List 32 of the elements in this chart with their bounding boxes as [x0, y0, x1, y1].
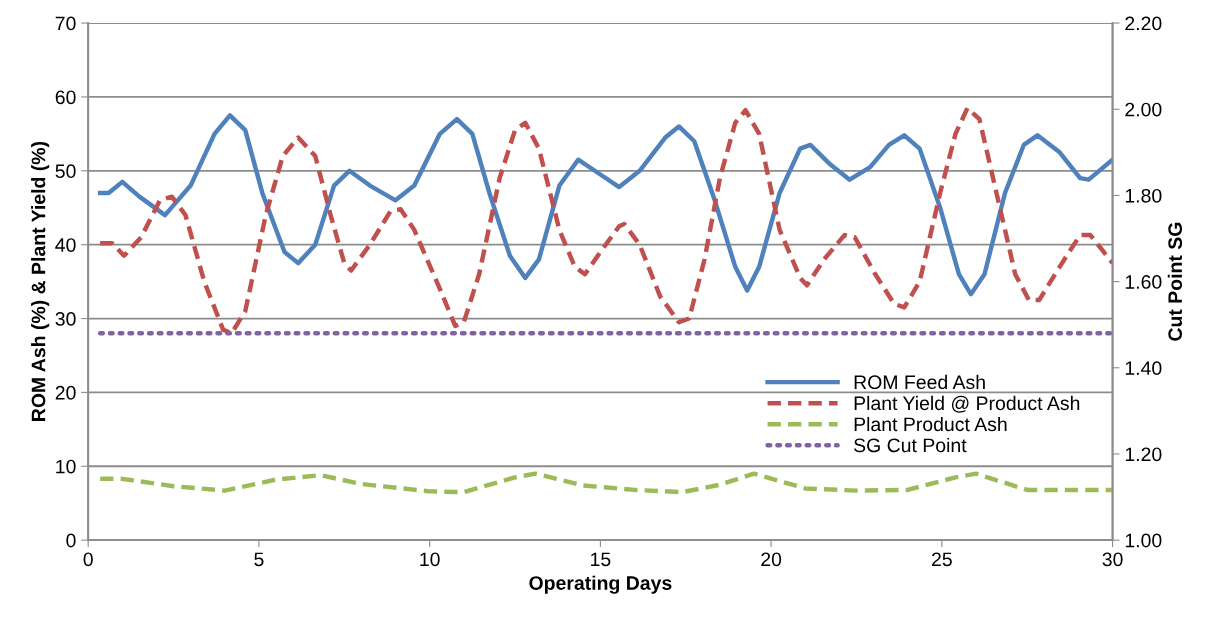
x-tick-label: 30	[1102, 552, 1123, 567]
legend-label: Plant Yield @ Product Ash	[854, 395, 1080, 413]
line-series	[97, 471, 1113, 495]
y-tick-label: 0	[66, 533, 76, 548]
y2-tick-label: 1.00	[1125, 533, 1162, 548]
y-tick-label: 40	[55, 238, 76, 252]
x-tick-label: 15	[591, 552, 611, 567]
y-tick-label: 60	[55, 90, 76, 105]
y2-axis-title: Cut Point SG	[1167, 222, 1183, 341]
line-series	[97, 113, 1113, 297]
y2-tick-label: 1.80	[1125, 188, 1162, 203]
y-tick-label: 50	[55, 164, 76, 179]
line-series	[97, 105, 1113, 336]
y2-tick-label: 2.20	[1125, 16, 1162, 31]
legend-label: Plant Product Ash	[854, 416, 1007, 432]
legend-label: SG Cut Point	[854, 437, 967, 453]
y-tick-label: 70	[55, 16, 76, 31]
y-axis-title: ROM Ash (%) & Plant Yield (%)	[31, 141, 50, 421]
legend-label: ROM Feed Ash	[854, 374, 985, 390]
y2-tick-label: 1.20	[1125, 447, 1162, 462]
x-tick-label: 0	[83, 552, 93, 567]
x-axis-title: Operating Days	[529, 575, 672, 594]
y2-tick-label: 2.00	[1125, 102, 1162, 117]
x-tick-label: 5	[254, 552, 264, 567]
y-tick-label: 30	[55, 312, 76, 326]
y2-tick-label: 1.40	[1125, 361, 1162, 376]
x-tick-label: 25	[932, 552, 952, 567]
y2-tick-label: 1.60	[1125, 275, 1162, 289]
y-tick-label: 10	[56, 459, 76, 474]
x-tick-label: 10	[420, 552, 440, 567]
x-tick-label: 20	[761, 552, 782, 567]
y-tick-label: 20	[55, 385, 76, 400]
